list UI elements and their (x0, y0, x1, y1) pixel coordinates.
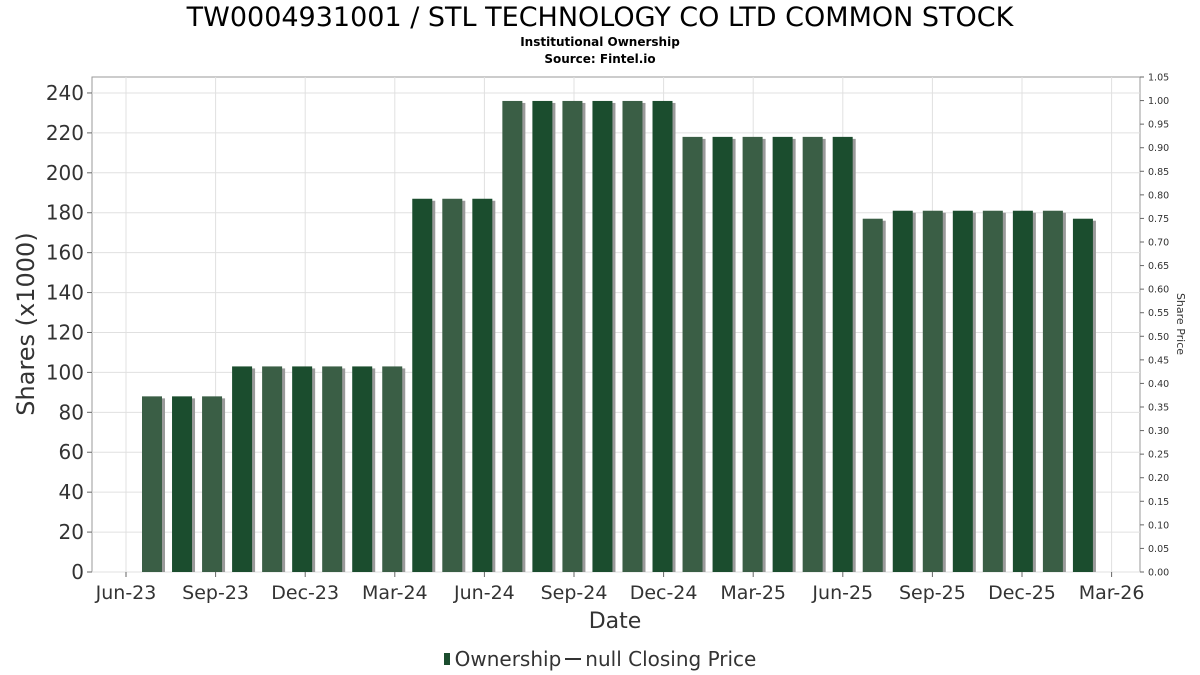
ownership-bar (802, 136, 823, 572)
legend: Ownership null Closing Price (0, 647, 1200, 671)
ownership-bar (412, 198, 433, 572)
ownership-bar (322, 366, 343, 572)
ownership-bar (232, 366, 253, 572)
y2-tick-label: 0.80 (1148, 190, 1169, 201)
x-tick-label: Mar-26 (1079, 582, 1145, 604)
y2-tick-label: 0.60 (1148, 285, 1169, 296)
ownership-bar (982, 210, 1003, 572)
ownership-bar (292, 366, 313, 572)
y-tick-label: 100 (46, 360, 84, 384)
x-tick-label: Sep-24 (541, 582, 608, 604)
y2-tick-label: 0.50 (1148, 332, 1169, 343)
ownership-legend-swatch (443, 652, 450, 665)
legend-price-label: null Closing Price (585, 647, 757, 671)
ownership-bar (1042, 210, 1063, 572)
ownership-bar (1012, 210, 1033, 572)
ownership-bar (562, 100, 583, 573)
x-axis-title: Date (589, 609, 642, 634)
y2-tick-label: 0.25 (1148, 450, 1169, 461)
ownership-bar (862, 218, 883, 572)
y-tick-label: 200 (46, 161, 84, 185)
y-tick-label: 140 (46, 281, 84, 305)
ownership-bar (652, 100, 673, 573)
ownership-bar (892, 210, 913, 572)
y2-tick-label: 0.35 (1148, 403, 1169, 414)
x-tick-label: Jun-25 (811, 582, 873, 604)
y2-tick-label: 0.65 (1148, 261, 1169, 272)
ownership-bar (922, 210, 943, 572)
y2-tick-label: 0.05 (1148, 544, 1169, 555)
y-tick-label: 240 (46, 81, 84, 105)
y-tick-label: 20 (59, 520, 84, 544)
ownership-bar (592, 100, 613, 573)
chart-source: Source: Fintel.io (544, 52, 656, 66)
y-tick-label: 60 (59, 440, 84, 464)
y2-tick-label: 0.85 (1148, 167, 1169, 178)
ownership-bar (532, 100, 553, 573)
y2-tick-label: 0.20 (1148, 473, 1169, 484)
y2-tick-label: 0.40 (1148, 379, 1169, 390)
ownership-bar (472, 198, 493, 572)
ownership-bar (682, 136, 703, 572)
x-tick-label: Dec-25 (988, 582, 1056, 604)
x-tick-label: Dec-23 (271, 582, 339, 604)
x-tick-label: Mar-25 (720, 582, 786, 604)
y2-tick-label: 0.45 (1148, 355, 1169, 366)
ownership-bar (382, 366, 403, 572)
ownership-bar (832, 136, 853, 572)
y2-tick-label: 1.00 (1148, 96, 1169, 107)
ownership-bar (202, 396, 223, 572)
x-tick-label: Sep-23 (182, 582, 249, 604)
y2-tick-label: 0.55 (1148, 308, 1169, 319)
y-tick-label: 160 (46, 241, 84, 265)
ownership-bar (772, 136, 793, 572)
y-tick-label: 180 (46, 201, 84, 225)
y-tick-label: 120 (46, 320, 84, 344)
x-tick-label: Mar-24 (362, 582, 428, 604)
y2-tick-label: 0.70 (1148, 238, 1169, 249)
y-tick-label: 220 (46, 121, 84, 145)
y2-tick-label: 0.95 (1148, 120, 1169, 131)
ownership-bar (1072, 218, 1093, 572)
y-tick-label: 80 (59, 400, 84, 424)
y2-tick-label: 0.75 (1148, 214, 1169, 225)
x-tick-label: Sep-25 (899, 582, 966, 604)
y2-tick-label: 0.10 (1148, 520, 1169, 531)
y2-tick-label: 0.30 (1148, 426, 1169, 437)
ownership-bar (502, 100, 523, 573)
y2-tick-label: 0.90 (1148, 143, 1169, 154)
ownership-bar (142, 396, 162, 572)
chart-subtitle: Institutional Ownership (520, 35, 680, 49)
chart-title: TW0004931001 / STL TECHNOLOGY CO LTD COM… (186, 2, 1014, 33)
ownership-bar (352, 366, 373, 572)
ownership-bar (952, 210, 973, 572)
ownership-bar (172, 396, 193, 572)
ownership-bar (442, 198, 463, 572)
y2-tick-label: 0.00 (1148, 568, 1169, 579)
ownership-bar (622, 100, 643, 573)
x-tick-label: Jun-23 (95, 582, 157, 604)
y-axis-title: Shares (x1000) (12, 232, 40, 415)
ownership-bar (262, 366, 283, 572)
legend-ownership-label: Ownership (454, 647, 562, 671)
price-legend-line (565, 657, 582, 660)
ownership-bar (712, 136, 733, 572)
y-tick-label: 0 (71, 560, 84, 584)
y-tick-label: 40 (59, 480, 84, 504)
x-tick-label: Jun-24 (453, 582, 515, 604)
y2-tick-label: 0.15 (1148, 497, 1169, 508)
ownership-bar (742, 136, 763, 572)
y2-axis-title: Share Price (1174, 293, 1187, 355)
x-tick-label: Dec-24 (630, 582, 698, 604)
y2-tick-label: 1.05 (1148, 73, 1169, 84)
